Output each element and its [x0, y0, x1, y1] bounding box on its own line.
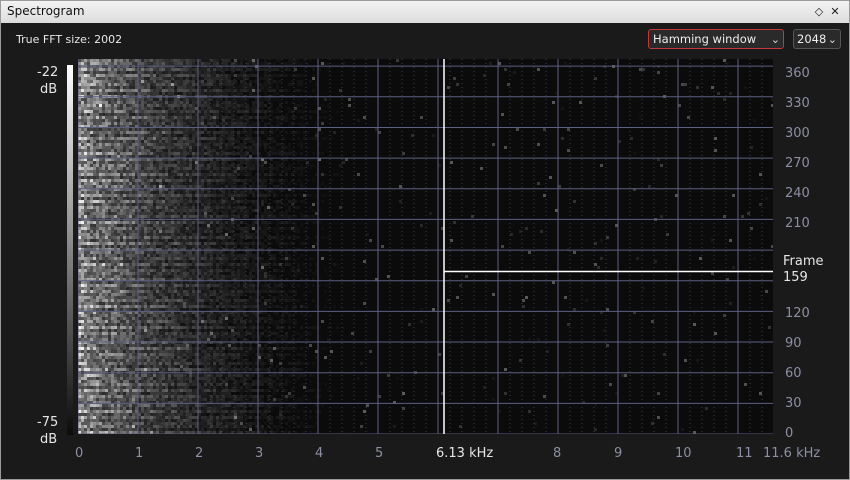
frequency-tick-label: 4 [315, 446, 324, 461]
frequency-tick-label: 10 [675, 446, 692, 461]
frequency-tick-label: 2 [195, 446, 204, 461]
frame-tick-label: 30 [785, 396, 802, 411]
close-button[interactable]: ✕ [830, 5, 840, 18]
db-min-value: -75 [37, 415, 59, 430]
frame-tick-label: 270 [785, 156, 810, 171]
spectrogram-plot[interactable] [78, 59, 773, 434]
frame-tick-label: 300 [785, 126, 810, 141]
db-min-unit: dB [40, 432, 58, 447]
frame-cursor-value: 159 [783, 270, 808, 285]
frequency-tick-label: 8 [553, 446, 562, 461]
frame-axis-title: Frame [783, 254, 824, 269]
frame-tick-label: 0 [785, 426, 794, 441]
window-function-value: Hamming window [653, 32, 757, 46]
db-max-unit: dB [40, 82, 58, 97]
frequency-tick-label: 5 [375, 446, 384, 461]
frame-tick-label: 360 [785, 66, 810, 81]
frame-tick-label: 330 [785, 96, 810, 111]
chevron-down-icon: ⌄ [770, 33, 780, 46]
frequency-tick-label: 9 [614, 446, 623, 461]
frame-tick-label: 210 [785, 216, 810, 231]
window-function-select[interactable]: Hamming window ⌄ [648, 29, 784, 49]
frequency-tick-label: 0 [75, 446, 84, 461]
frame-tick-label: 60 [785, 366, 802, 381]
fft-size-label: True FFT size: 2002 [16, 33, 123, 46]
frame-tick-label: 120 [785, 306, 810, 321]
title-bar[interactable]: Spectrogram ◇ ✕ [1, 1, 849, 24]
chevron-down-icon: ⌄ [827, 33, 837, 46]
spectrogram-canvas [78, 59, 773, 434]
frame-tick-label: 240 [785, 186, 810, 201]
db-color-scale [67, 65, 73, 435]
frequency-tick-label: 11 [736, 446, 753, 461]
frequency-max-label: 11.6 kHz [763, 446, 821, 461]
frame-tick-label: 90 [785, 336, 802, 351]
db-max-value: -22 [37, 65, 59, 80]
spectrogram-panel: True FFT size: 2002 Hamming window ⌄ 204… [1, 23, 849, 479]
fft-size-select[interactable]: 2048 ⌄ [793, 29, 841, 49]
window-title: Spectrogram [7, 4, 85, 18]
frequency-cursor-label: 6.13 kHz [436, 446, 494, 461]
frequency-tick-label: 3 [255, 446, 264, 461]
fft-size-value: 2048 [797, 32, 827, 46]
frequency-tick-label: 1 [135, 446, 144, 461]
pin-button[interactable]: ◇ [814, 5, 824, 18]
